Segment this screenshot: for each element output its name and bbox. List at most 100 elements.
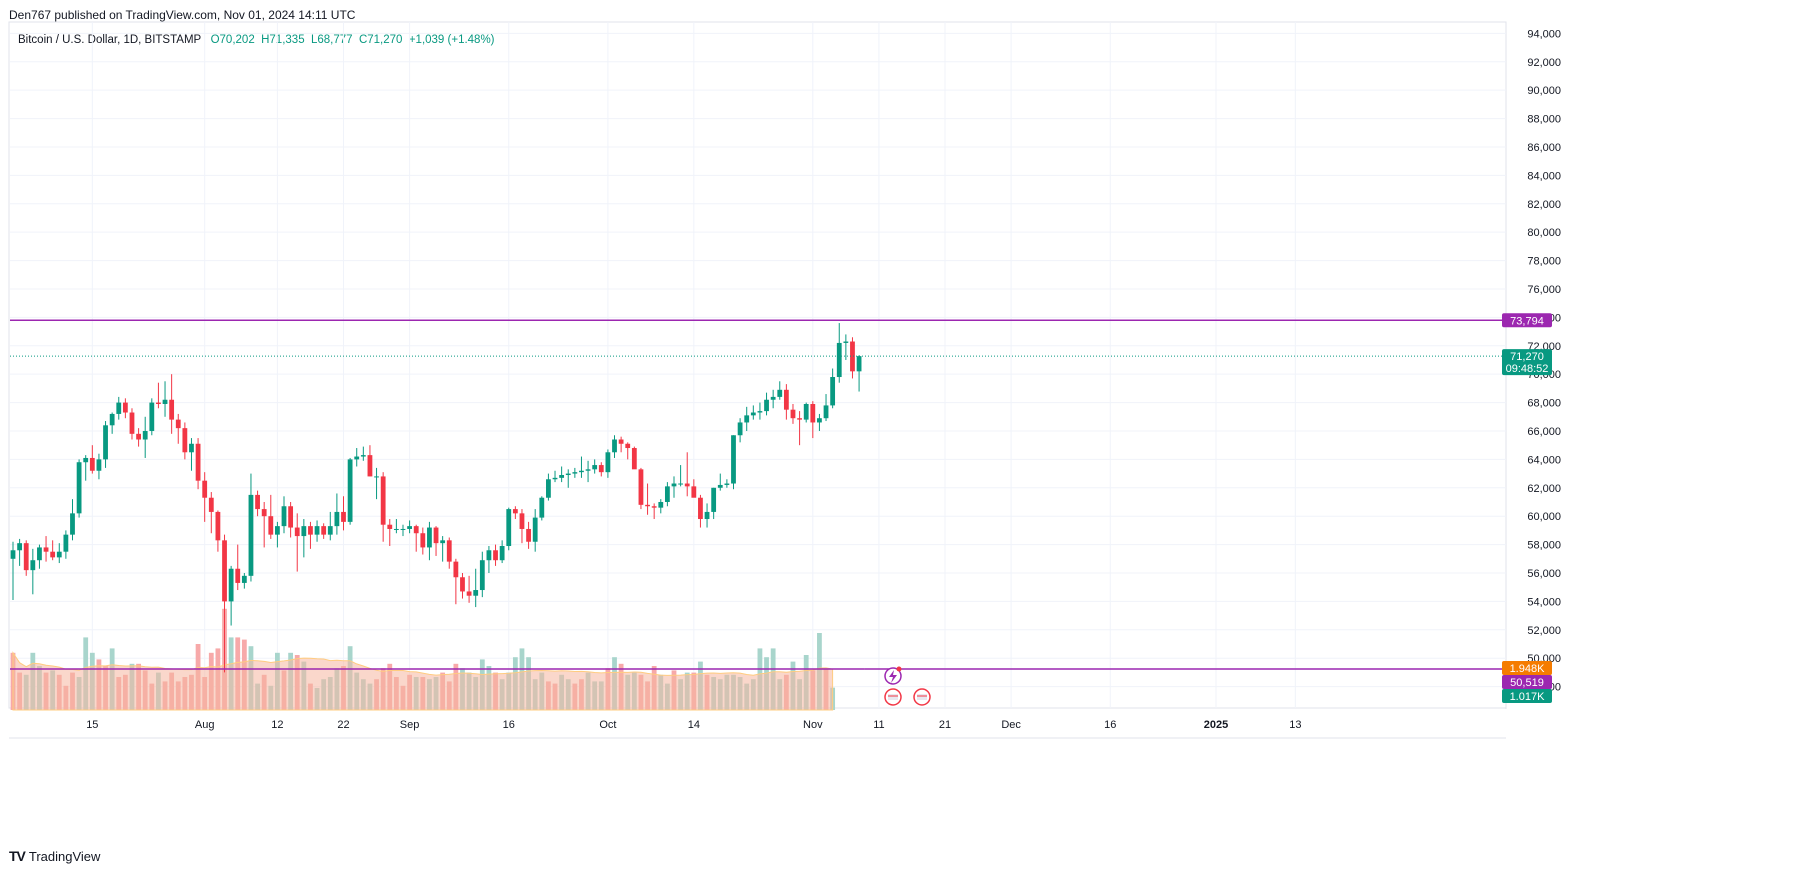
candle-body (116, 402, 122, 414)
candle-body (321, 526, 327, 535)
candles (10, 323, 862, 673)
candle-body (830, 377, 836, 406)
candle-body (122, 402, 128, 413)
y-tick-label: 76,000 (1527, 284, 1561, 296)
price-axis[interactable]: 94,000 92,000 90,000 88,000 86,000 84,000 82,0… (1502, 28, 1561, 703)
candle-body (156, 402, 161, 405)
y-tick-label: 52,000 (1527, 625, 1561, 637)
y-tick-label: 78,000 (1527, 256, 1561, 268)
x-tick-label: 14 (688, 719, 700, 731)
candle-body (169, 399, 175, 420)
candle-body (783, 389, 789, 410)
candle-body (347, 459, 353, 522)
candle-body (10, 550, 16, 559)
candle-body (189, 443, 194, 453)
candle-body (460, 577, 465, 592)
candle-body (129, 412, 135, 434)
candle-body (810, 404, 816, 423)
candle-body (466, 591, 472, 596)
y-tick-label: 84,000 (1527, 170, 1561, 182)
level-label-50519-bg (1502, 675, 1552, 689)
flag-body-2 (917, 694, 927, 700)
last-price-label-text: 71,270 (1510, 351, 1544, 363)
publisher-line: Den767 published on TradingView.com, Nov… (9, 8, 356, 22)
vol-ma-label-text: 1.948K (1510, 663, 1546, 675)
candle-body (341, 511, 346, 522)
candle-body (136, 433, 141, 440)
candle-body (228, 568, 234, 602)
candle-body (208, 497, 214, 512)
candle-body (103, 425, 108, 460)
y-tick-label: 68,000 (1527, 398, 1561, 410)
x-tick-label: Nov (803, 719, 823, 731)
candle-body (109, 413, 115, 426)
candle-body (433, 527, 439, 544)
x-tick-label: 2025 (1204, 719, 1228, 731)
candle-body (83, 457, 89, 463)
candle-body (850, 341, 855, 372)
y-tick-label: 92,000 (1527, 57, 1561, 69)
candle-body (625, 443, 631, 449)
candle-body (678, 483, 684, 485)
candle-body (764, 399, 769, 412)
candle-body (360, 455, 366, 457)
y-tick-label: 60,000 (1527, 511, 1561, 523)
candle-body (268, 516, 274, 535)
event-markers (884, 666, 931, 706)
legend-high: H71,335 (261, 34, 305, 46)
volume-label-text: 1.017K (1510, 691, 1546, 703)
candle-body (427, 527, 432, 548)
candle-body (631, 448, 637, 470)
legend-open: O70,202 (210, 34, 255, 46)
volume-bars (10, 608, 836, 711)
symbol-legend: Bitcoin / U.S. Dollar, 1D, BITSTAMP O70,… (18, 34, 495, 46)
x-tick-label: 15 (86, 719, 98, 731)
level-label-73794-text: 73,794 (1510, 315, 1544, 327)
candle-body (308, 526, 313, 535)
candle-body (182, 428, 188, 453)
candle-body (598, 465, 604, 473)
candle-body (572, 472, 578, 474)
candle-body (288, 506, 294, 528)
x-tick-label: 12 (271, 719, 283, 731)
candle-body (724, 483, 730, 485)
candle-body (354, 456, 360, 460)
candle-body (750, 412, 756, 416)
candle-body (546, 479, 551, 498)
y-tick-label: 58,000 (1527, 540, 1561, 552)
candle-body (817, 418, 822, 423)
candle-body (17, 543, 23, 551)
candle-body (493, 550, 498, 561)
candle-body (393, 528, 399, 530)
candle-body (43, 547, 49, 552)
candle-body (37, 547, 42, 561)
candle-body (698, 497, 703, 520)
x-tick-label: 13 (1289, 719, 1301, 731)
candle-body (50, 551, 56, 558)
candle-body (301, 526, 307, 537)
candle-body (499, 546, 505, 561)
candle-body (552, 477, 558, 480)
legend-symbol[interactable]: Bitcoin / U.S. Dollar, 1D, BITSTAMP (18, 34, 201, 46)
time-axis[interactable]: 15 Aug 12 22 Sep 16 Oct 14 Nov 11 21 Dec 16 2025 13 (86, 719, 1301, 731)
candle-body (519, 513, 525, 529)
candle-body (671, 483, 677, 487)
x-tick-label: 16 (503, 719, 515, 731)
candle-body (446, 540, 452, 562)
candle-body (407, 526, 412, 529)
legend-close: C71,270 (358, 34, 403, 46)
candle-body (512, 509, 518, 514)
candle-body (717, 484, 723, 488)
candle-body (479, 560, 485, 591)
candle-body (96, 459, 102, 471)
y-tick-label: 56,000 (1527, 568, 1561, 580)
candle-body (275, 526, 280, 535)
candle-body (585, 469, 591, 471)
tradingview-footer[interactable]: TV TradingView (9, 848, 100, 864)
candle-body (843, 341, 849, 343)
y-tick-label: 62,000 (1527, 483, 1561, 495)
x-tick-label: 22 (337, 719, 349, 731)
horizontal-levels (10, 319, 1506, 670)
y-tick-label: 94,000 (1527, 28, 1561, 40)
